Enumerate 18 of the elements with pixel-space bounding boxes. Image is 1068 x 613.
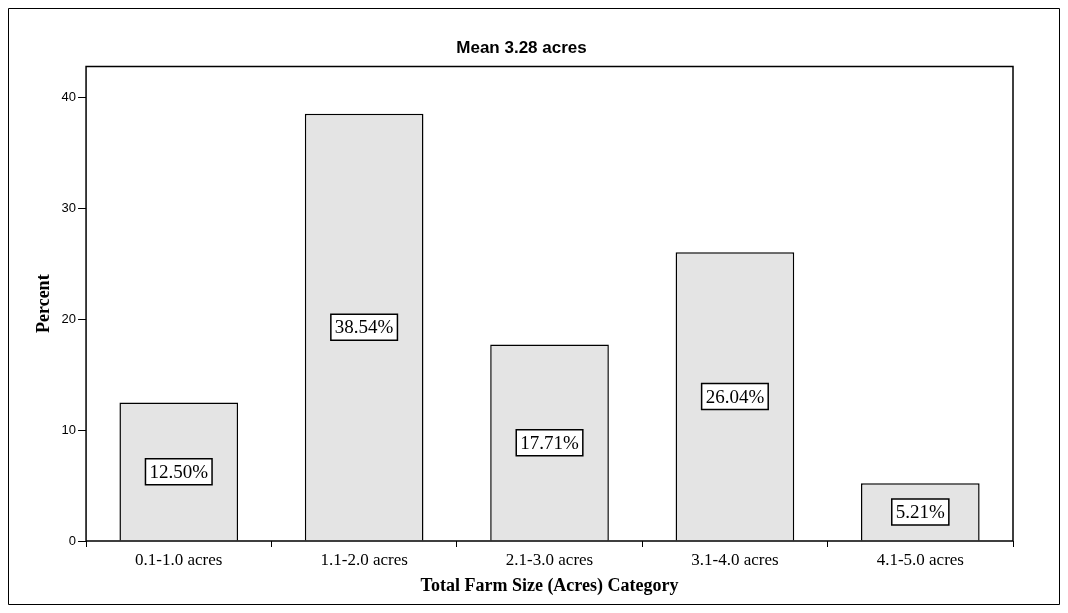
x-tick-label: 4.1-5.0 acres — [876, 549, 964, 569]
y-tick-label: 10 — [61, 421, 77, 437]
data-label: 12.50% — [149, 460, 209, 482]
x-axis-title: Total Farm Size (Acres) Category — [420, 574, 679, 596]
data-label: 38.54% — [334, 316, 394, 338]
y-tick-label: 20 — [61, 310, 77, 326]
y-tick-label: 0 — [68, 532, 77, 548]
y-axis-title: Percent — [33, 274, 54, 334]
data-label: 5.21% — [895, 501, 946, 523]
x-tick-label: 1.1-2.0 acres — [320, 549, 408, 569]
data-label: 17.71% — [520, 431, 579, 453]
x-tick-label: 3.1-4.0 acres — [691, 549, 779, 569]
x-tick-label: 0.1-1.0 acres — [135, 549, 223, 569]
y-tick-label: 40 — [61, 89, 77, 105]
data-label: 26.04% — [705, 385, 765, 407]
chart-title: Mean 3.28 acres — [456, 37, 587, 57]
y-tick-label: 30 — [61, 199, 77, 215]
x-tick-label: 2.1-3.0 acres — [505, 549, 594, 569]
